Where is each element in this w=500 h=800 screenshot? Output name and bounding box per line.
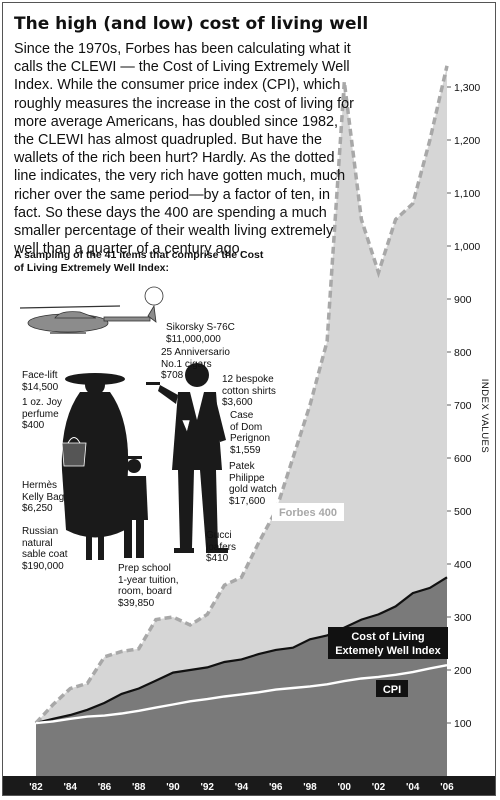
x-tick-label: '98 [303,782,317,793]
y-tick-label: 600 [454,453,472,465]
clewi-area [36,577,447,776]
x-tick-label: '96 [269,782,283,793]
item-price: $39,850 [118,597,155,609]
y-tick-label: 1,200 [454,135,480,147]
y-tick-label: 500 [454,506,472,518]
x-tick-label: '02 [372,782,386,793]
item-name: Case of Dom Perignon [230,410,271,444]
item-name: Sikorsky S-76C [166,322,235,333]
helicopter-icon [19,286,164,334]
item-price: $17,600 [229,495,266,507]
y-tick-label: 400 [454,559,472,571]
item-sable-coat: Russian natural sable coat $190,000 [22,526,68,572]
clewi-label-bg [328,627,448,659]
item-name: 1 oz. Joy perfume [22,397,63,420]
clewi-label-line: Extemely Well Index [335,645,441,657]
x-axis-band [3,776,495,795]
item-price: $400 [22,420,45,431]
item-champagne: Case of Dom Perignon $1,559 [230,410,270,456]
item-name: Hermès Kelly Bag [22,480,65,503]
item-price: $1,559 [230,444,261,456]
x-tick-label: '90 [166,782,180,793]
item-kelly-bag: Hermès Kelly Bag $6,250 [22,480,64,515]
item-price: $3,600 [222,397,253,408]
item-cigars: 25 Anniversario No.1 cigars $708 [161,347,230,382]
item-perfume: 1 oz. Joy perfume $400 [22,397,62,432]
y-tick-label: 800 [454,347,472,359]
item-shirts: 12 bespoke cotton shirts $3,600 [222,374,276,409]
x-tick-label: '82 [29,782,43,793]
item-name: 25 Anniversario No.1 cigars [161,347,230,370]
item-name: Face-lift [22,370,58,381]
forbes-400-line [34,65,449,725]
sampling-heading: A sampling of the 41 items that comprise… [14,249,264,274]
x-tick-label: '92 [200,782,214,793]
x-tick-label: '86 [98,782,112,793]
cpi-label: CPI [383,684,401,696]
item-name: Gucci loafers [206,530,237,553]
item-name: Russian natural sable coat [22,526,68,560]
cpi-line [35,664,448,725]
man-in-tuxedo-icon [146,363,228,553]
item-price: $11,000,000 [166,333,221,345]
y-tick-label: 700 [454,400,472,412]
intro-paragraph: Since the 1970s, Forbes has been calcula… [14,41,354,258]
item-price: $6,250 [22,503,53,514]
x-tick-label: '06 [440,782,454,793]
y-tick-label: 100 [454,718,472,730]
forbes-400-area [36,65,447,777]
y-axis-label: INDEX VALUES [479,379,490,453]
illustrations [19,286,228,560]
item-price: $14,500 [22,381,59,393]
item-facelift: Face-lift $14,500 [22,370,58,393]
y-tick-label: 200 [454,665,472,677]
item-name: 12 bespoke cotton shirts [222,374,276,397]
clewi-line [35,576,448,725]
x-tick-label: '84 [63,782,77,793]
chart-title: The high (and low) cost of living well [14,14,369,34]
forbes-400-label-bg [272,503,344,521]
item-price: $708 [161,370,184,381]
y-tick-label: 300 [454,612,472,624]
item-prep-school: Prep school 1-year tuition, room, board … [118,563,179,609]
x-tick-label: '00 [337,782,351,793]
x-tick-label: '88 [132,782,146,793]
cpi-label-bg [376,680,408,697]
x-tick-label: '94 [235,782,249,793]
item-price: $190,000 [22,560,64,572]
y-tick-label: 900 [454,294,472,306]
item-name: Patek Philippe gold watch [229,461,277,495]
forbes-400-label: Forbes 400 [279,507,337,519]
clewi-label-line: Cost of Living [351,631,424,643]
x-tick-label: '04 [406,782,420,793]
item-price: $410 [206,553,229,564]
child-in-uniform-icon [120,456,148,558]
y-tick-label: 1,000 [454,241,480,253]
item-watch: Patek Philippe gold watch $17,600 [229,461,277,507]
item-name: Prep school 1-year tuition, room, board [118,563,179,597]
y-tick-label: 1,300 [454,82,480,94]
woman-in-sable-coat-icon [61,373,129,560]
item-loafers: Gucci loafers $410 [206,530,236,565]
y-tick-label: 1,100 [454,188,480,200]
item-helicopter: Sikorsky S-76C $11,000,000 [166,322,235,345]
